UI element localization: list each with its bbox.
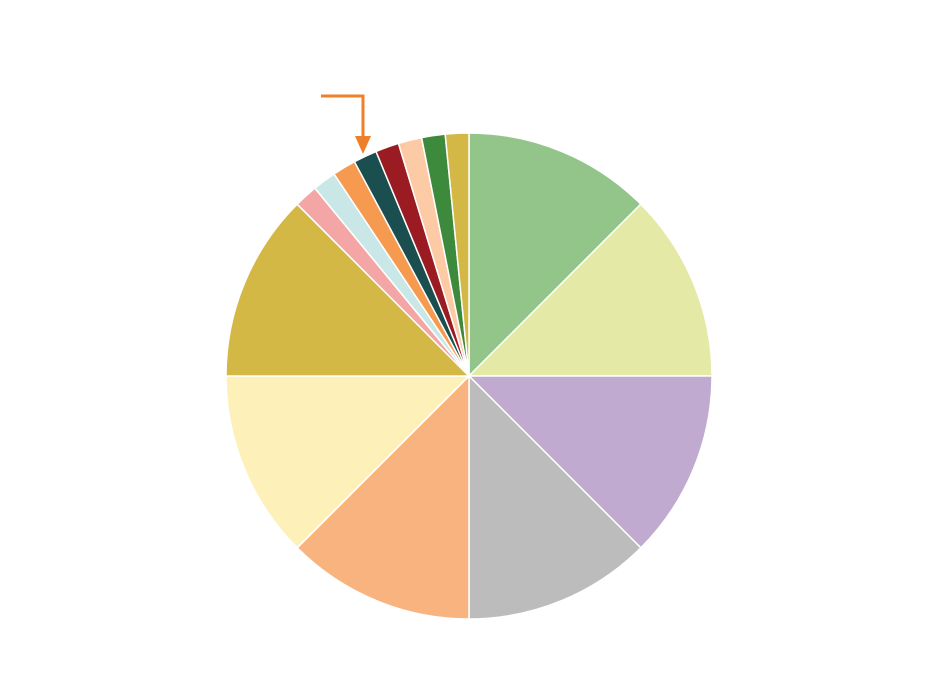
pie-slice [444, 132, 470, 377]
arrow-head [355, 136, 371, 154]
pie-slice [296, 375, 470, 620]
pie-slice [225, 203, 470, 377]
pie [225, 132, 713, 620]
arrow-line [321, 94, 365, 140]
pie-slice [468, 375, 713, 549]
annotation-arrow [321, 94, 371, 154]
pie-slice [225, 375, 470, 549]
pie-slice [468, 203, 713, 377]
pie-slice [468, 132, 642, 377]
pie-slice [468, 375, 642, 620]
